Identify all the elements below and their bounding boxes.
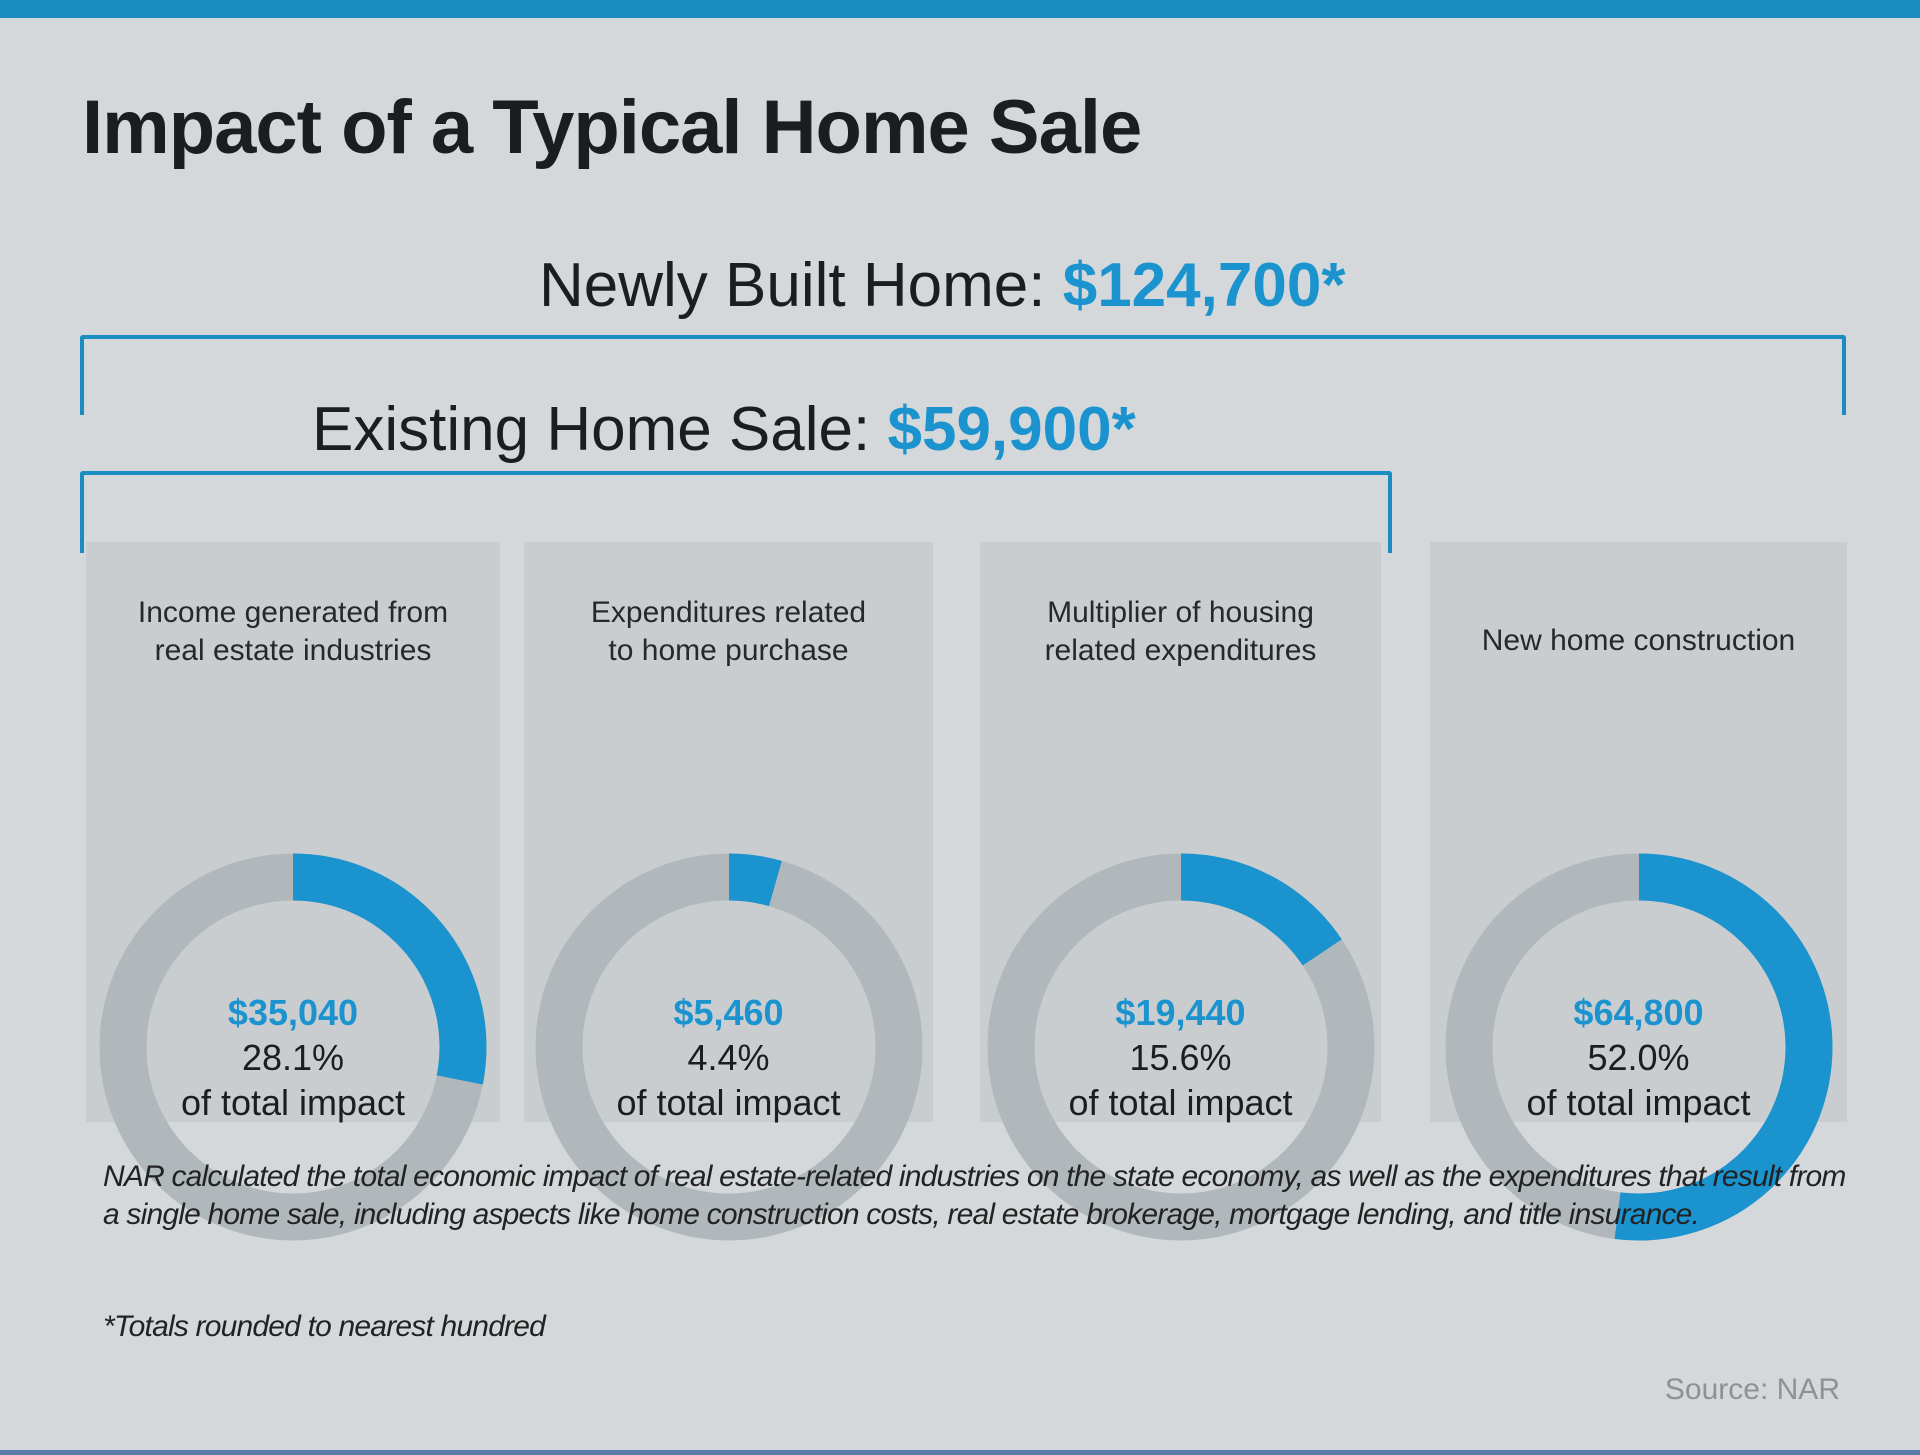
panel-title: Multiplier of housing related expenditur… [980, 594, 1381, 670]
donut-caption: of total impact [616, 1082, 841, 1123]
page-title: Impact of a Typical Home Sale [82, 85, 1142, 170]
donut-percent: 15.6% [1129, 1037, 1232, 1078]
newly-built-amount: $124,700* [1062, 251, 1346, 320]
donut-value: $35,040 [227, 992, 359, 1033]
bottom-bar [0, 1450, 1920, 1455]
donut-caption: of total impact [1526, 1082, 1751, 1123]
donut-panel: Income generated from real estate indust… [86, 542, 500, 1241]
footer-note: *Totals rounded to nearest hundred [103, 1310, 546, 1343]
panel-title-line: related expenditures [1044, 634, 1317, 667]
donut-value: $5,460 [673, 992, 784, 1033]
newly-built-label: Newly Built Home: [539, 251, 1046, 320]
panel-title-line: Expenditures related [590, 596, 867, 629]
existing-amount: $59,900* [887, 395, 1136, 464]
donut-percent: 52.0% [1587, 1037, 1690, 1078]
newly-built-bracket [80, 335, 1846, 415]
panel-title-line: Income generated from [137, 596, 449, 629]
donut-labels: $64,800 52.0% of total impact [1430, 852, 1847, 1242]
donut-panel: Expenditures related to home purchase $5… [524, 542, 933, 1241]
newly-built-headline: Newly Built Home: $124,700* [539, 250, 1345, 321]
donut-chart [99, 853, 487, 1241]
donut-percent: 4.4% [687, 1037, 770, 1078]
donut-segment [1445, 853, 1832, 1241]
panel-title-line: to home purchase [608, 634, 849, 667]
donut-value: $19,440 [1115, 992, 1246, 1033]
donut-panel: New home construction $64,800 52.0% of t… [1430, 542, 1847, 1241]
donut-chart [535, 853, 922, 1241]
donut-segment [535, 853, 922, 1241]
panel-title: Expenditures related to home purchase [524, 594, 933, 670]
donut-panel: Multiplier of housing related expenditur… [980, 542, 1381, 1241]
donut-percent: 28.1% [241, 1037, 345, 1078]
top-accent-bar [0, 0, 1920, 18]
panel-title-line: real estate industries [154, 634, 432, 667]
panel-title: Income generated from real estate indust… [86, 594, 500, 670]
panel-title: New home construction [1430, 622, 1847, 660]
donut-segment [987, 853, 1374, 1241]
donut-segment [99, 853, 487, 1241]
donut-caption: of total impact [180, 1082, 406, 1123]
panel-title-line: Multiplier of housing [1047, 596, 1314, 629]
donut-labels: $19,440 15.6% of total impact [980, 852, 1381, 1242]
donut-labels: $35,040 28.1% of total impact [86, 852, 500, 1242]
existing-label: Existing Home Sale: [312, 395, 871, 464]
existing-bracket [80, 471, 1392, 553]
panel-title-line: New home construction [1481, 624, 1796, 657]
donut-caption: of total impact [1068, 1082, 1293, 1123]
footer-paragraph: NAR calculated the total economic impact… [103, 1160, 1846, 1231]
donut-chart [1445, 853, 1832, 1241]
source-label: Source: NAR [1664, 1373, 1840, 1406]
donut-labels: $5,460 4.4% of total impact [524, 852, 933, 1242]
existing-headline: Existing Home Sale: $59,900* [312, 394, 1136, 465]
donut-value: $64,800 [1573, 992, 1704, 1033]
donut-chart [987, 853, 1374, 1241]
